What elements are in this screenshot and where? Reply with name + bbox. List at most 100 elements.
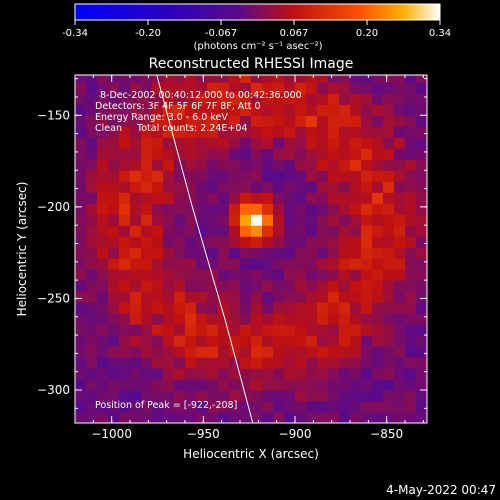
heatmap-cell — [394, 258, 406, 270]
heatmap-cell — [306, 214, 318, 226]
colorbar-unit: (photons cm⁻² s⁻¹ asec⁻²) — [193, 41, 322, 52]
heatmap-cell — [350, 247, 362, 259]
heatmap-cell — [284, 313, 296, 325]
heatmap-cell — [372, 203, 384, 215]
heatmap-cell — [405, 192, 417, 204]
heatmap-cell — [306, 313, 318, 325]
heatmap-cell — [185, 258, 197, 270]
heatmap-cell — [383, 302, 395, 314]
heatmap-cell — [306, 104, 318, 116]
heatmap-cell — [416, 379, 427, 391]
heatmap-cell — [372, 159, 384, 171]
heatmap-cell — [240, 75, 252, 83]
heatmap-cell — [108, 291, 120, 303]
heatmap-cell — [152, 115, 164, 127]
heatmap-cell — [328, 214, 340, 226]
heatmap-cell — [361, 335, 373, 347]
heatmap-cell — [152, 192, 164, 204]
heatmap-cell — [119, 368, 131, 380]
heatmap-cell — [174, 225, 186, 237]
heatmap-cell — [240, 269, 252, 281]
heatmap-cell — [152, 390, 164, 402]
heatmap-cell — [317, 357, 329, 369]
heatmap-cell — [218, 368, 230, 380]
heatmap-cell — [295, 181, 307, 193]
heatmap-cell — [196, 75, 208, 83]
heatmap-cell — [350, 346, 362, 358]
heatmap-cell — [163, 346, 175, 358]
heatmap-cell — [262, 225, 274, 237]
heatmap-cell — [141, 324, 153, 336]
heatmap-cell — [185, 225, 197, 237]
heatmap-cell — [328, 379, 340, 391]
heatmap-cell — [383, 335, 395, 347]
heatmap-cell — [251, 247, 263, 259]
heatmap-cell — [394, 170, 406, 182]
heatmap-cell — [416, 291, 427, 303]
heatmap-cell — [405, 280, 417, 292]
heatmap-cell — [119, 137, 131, 149]
heatmap-cell — [163, 335, 175, 347]
heatmap-cell — [196, 258, 208, 270]
heatmap-cell — [372, 214, 384, 226]
heatmap-cell — [306, 357, 318, 369]
heatmap-cell — [328, 258, 340, 270]
heatmap-cell — [251, 412, 263, 423]
heatmap-cell — [218, 291, 230, 303]
heatmap-cell — [130, 75, 142, 83]
heatmap-cell — [86, 346, 98, 358]
heatmap-cell — [273, 357, 285, 369]
heatmap-cell — [185, 170, 197, 182]
heatmap-cell — [273, 302, 285, 314]
heatmap-cell — [295, 75, 307, 83]
heatmap-cell — [361, 192, 373, 204]
heatmap-cell — [339, 236, 351, 248]
heatmap-cell — [306, 236, 318, 248]
heatmap-cell — [328, 357, 340, 369]
heatmap-cell — [119, 214, 131, 226]
heatmap-cell — [284, 203, 296, 215]
heatmap-cell — [251, 159, 263, 171]
heatmap-cell — [207, 137, 219, 149]
heatmap-cell — [86, 313, 98, 325]
heatmap-cell — [416, 148, 427, 160]
heatmap-cell — [361, 412, 373, 423]
heatmap-cell — [273, 324, 285, 336]
heatmap-cell — [196, 192, 208, 204]
heatmap-cell — [141, 137, 153, 149]
heatmap-cell — [251, 214, 263, 226]
heatmap-cell — [405, 269, 417, 281]
heatmap-cell — [163, 313, 175, 325]
heatmap-cell — [75, 225, 87, 237]
heatmap-cell — [372, 346, 384, 358]
heatmap-cell — [130, 192, 142, 204]
heatmap-cell — [350, 269, 362, 281]
heatmap-cell — [196, 181, 208, 193]
heatmap-cell — [196, 126, 208, 138]
heatmap-cell — [350, 357, 362, 369]
heatmap-cell — [229, 159, 241, 171]
heatmap-cell — [317, 324, 329, 336]
heatmap-cell — [372, 291, 384, 303]
heatmap-cell — [317, 302, 329, 314]
heatmap-cell — [86, 335, 98, 347]
heatmap-cell — [130, 137, 142, 149]
heatmap-cell — [416, 192, 427, 204]
heatmap-cell — [361, 225, 373, 237]
colorbar-tick-label: -0.20 — [135, 28, 161, 39]
heatmap-cell — [141, 302, 153, 314]
heatmap-cell — [317, 170, 329, 182]
heatmap-cell — [229, 170, 241, 182]
heatmap-cell — [284, 115, 296, 127]
heatmap-cell — [141, 379, 153, 391]
heatmap-cell — [163, 280, 175, 292]
heatmap-cell — [130, 115, 142, 127]
heatmap-cell — [251, 148, 263, 160]
heatmap-cell — [405, 93, 417, 105]
heatmap-cell — [262, 302, 274, 314]
heatmap-cell — [350, 291, 362, 303]
heatmap-cell — [75, 269, 87, 281]
heatmap-cell — [119, 148, 131, 160]
heatmap-cell — [196, 214, 208, 226]
heatmap-cell — [218, 82, 230, 94]
